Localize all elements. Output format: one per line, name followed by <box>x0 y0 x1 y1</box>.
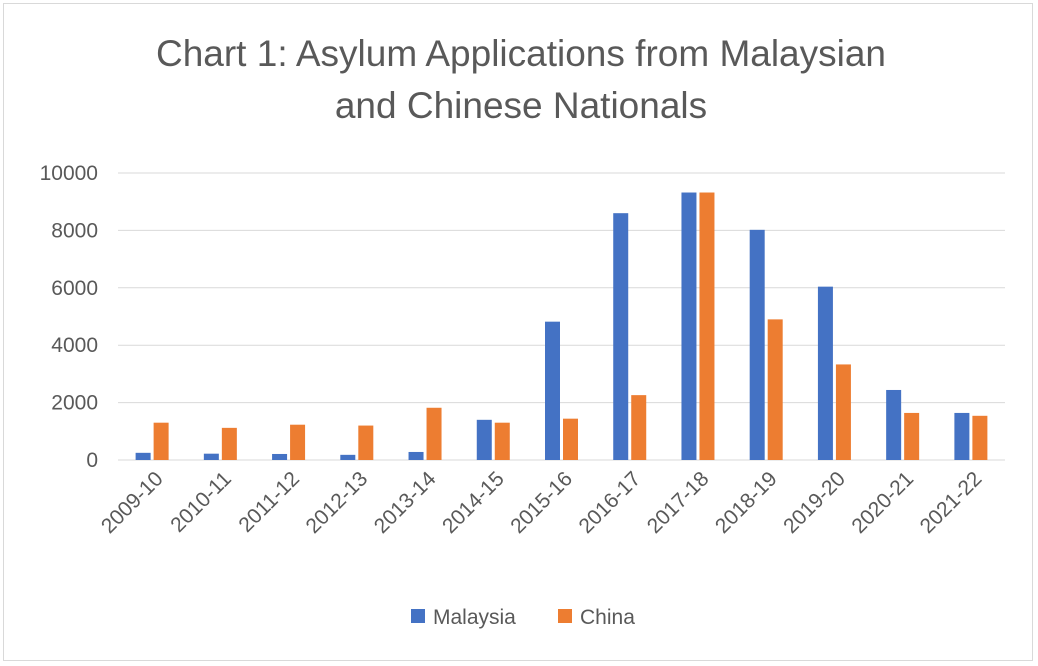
gridlines <box>118 172 1005 461</box>
y-tick-label: 0 <box>86 449 98 472</box>
bar-malaysia-2016-17 <box>613 213 629 460</box>
chart-frame <box>3 3 1033 661</box>
bar-malaysia-2012-13 <box>340 454 356 460</box>
bar-china-2011-12 <box>290 424 306 460</box>
legend-label-malaysia: Malaysia <box>433 606 516 629</box>
bar-malaysia-2015-16 <box>545 321 560 460</box>
bar-china-2020-21 <box>904 412 920 460</box>
bar-china-2021-22 <box>972 415 988 460</box>
bar-china-2017-18 <box>699 192 715 461</box>
chart-title: Chart 1: Asylum Applications from Malays… <box>156 33 886 126</box>
bar-china-2014-15 <box>494 422 510 460</box>
x-tick-label: 2013-14 <box>370 467 441 538</box>
bar-malaysia-2009-10 <box>135 452 151 460</box>
x-axis-ticks: 2009-102010-112011-122012-132013-142014-… <box>97 467 987 538</box>
x-tick-label: 2012-13 <box>302 467 373 538</box>
bar-malaysia-2013-14 <box>408 451 424 460</box>
bar-malaysia-2017-18 <box>681 192 697 461</box>
x-tick-label: 2010-11 <box>166 467 236 537</box>
bar-china-2013-14 <box>426 407 442 460</box>
y-tick-label: 10000 <box>40 162 98 185</box>
legend-swatch-china <box>558 609 572 623</box>
y-axis-ticks: 0 2000 4000 6000 8000 10000 <box>40 162 98 472</box>
legend-label-china: China <box>580 606 635 629</box>
bar-malaysia-2019-20 <box>817 286 833 460</box>
bar-china-2018-19 <box>767 319 783 460</box>
bar-china-2012-13 <box>358 425 374 460</box>
bars <box>135 192 988 461</box>
bar-malaysia-2010-11 <box>203 453 219 460</box>
x-tick-label: 2009-10 <box>97 467 168 538</box>
chart-title-line-1: Chart 1: Asylum Applications from Malays… <box>156 33 886 74</box>
bar-china-2016-17 <box>631 395 647 460</box>
x-tick-label: 2011-12 <box>234 467 304 537</box>
bar-malaysia-2011-12 <box>272 453 288 460</box>
chart-title-line-2: and Chinese Nationals <box>335 85 707 126</box>
bar-china-2019-20 <box>835 364 851 460</box>
x-tick-label: 2015-16 <box>506 467 577 538</box>
y-tick-label: 8000 <box>51 219 98 242</box>
bar-malaysia-2020-21 <box>886 389 902 460</box>
y-tick-label: 6000 <box>51 277 98 300</box>
y-tick-label: 2000 <box>51 392 98 415</box>
x-tick-label: 2014-15 <box>438 467 509 538</box>
legend-swatch-malaysia <box>411 609 425 623</box>
bar-china-2010-11 <box>221 427 237 460</box>
bar-china-2009-10 <box>153 422 169 460</box>
x-tick-label: 2020-21 <box>847 467 918 538</box>
x-tick-label: 2018-19 <box>711 467 782 538</box>
x-tick-label: 2017-18 <box>643 467 714 538</box>
y-tick-label: 4000 <box>51 334 98 357</box>
x-tick-label: 2016-17 <box>575 467 646 538</box>
x-tick-label: 2021-22 <box>916 467 987 538</box>
bar-malaysia-2021-22 <box>954 412 970 460</box>
bar-malaysia-2018-19 <box>749 229 765 460</box>
x-tick-label: 2019-20 <box>779 467 850 538</box>
legend: Malaysia China <box>411 606 635 629</box>
bar-china-2015-16 <box>563 418 578 460</box>
bar-malaysia-2014-15 <box>476 419 492 460</box>
